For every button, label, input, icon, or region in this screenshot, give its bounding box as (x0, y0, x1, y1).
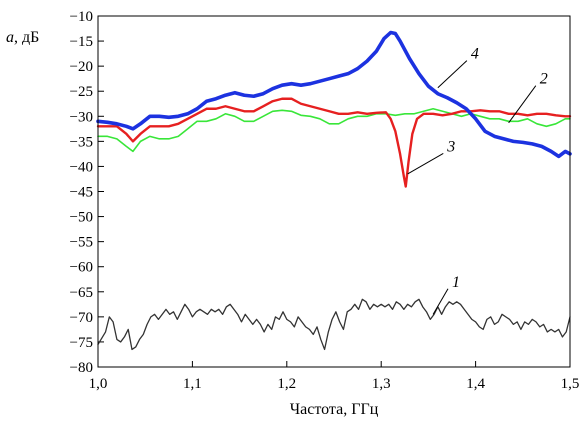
series-label-leader (437, 60, 468, 89)
y-tick-label: −50 (70, 210, 93, 226)
y-axis-title-var: a (6, 29, 14, 46)
y-tick-label: −55 (70, 235, 93, 251)
y-tick-label: −75 (70, 335, 93, 351)
x-tick-label: 1,4 (466, 376, 485, 392)
x-tick-label: 1,5 (561, 376, 580, 392)
series-layer (96, 30, 572, 351)
x-tick-label: 1,0 (89, 376, 108, 392)
y-tick-label: −45 (70, 185, 93, 201)
y-tick-label: −35 (70, 134, 93, 150)
y-tick-label: −60 (70, 260, 93, 276)
y-tick-label: −65 (70, 285, 93, 301)
x-tick-label: 1,3 (372, 376, 391, 392)
series-label: 4 (471, 46, 479, 63)
x-axis-title: Частота, ГГц (290, 401, 379, 418)
y-tick-label: −10 (70, 9, 93, 25)
series-line-3 (96, 97, 572, 188)
y-axis: −10 −15 −20 −25 −30 −35 −40 −45 −50 −55 −60 −65 −70 −… (70, 9, 104, 376)
series-label: 2 (540, 71, 548, 88)
series-label: 3 (446, 138, 455, 155)
series-label: 1 (452, 274, 460, 291)
y-tick-label: −40 (70, 159, 93, 175)
y-tick-label: −30 (70, 109, 93, 125)
y-tick-label: −15 (70, 34, 93, 50)
y-tick-label: −80 (70, 360, 93, 376)
x-tick-label: 1,2 (277, 376, 296, 392)
x-axis: 1,0 1,1 1,2 1,3 1,4 1,5 (89, 361, 580, 392)
y-tick-label: −70 (70, 310, 93, 326)
y-axis-title: a, дБ (6, 29, 39, 46)
y-tick-label: −25 (70, 84, 93, 100)
series-line-2 (97, 107, 571, 153)
series-label-leader (508, 85, 537, 124)
series-line-4 (96, 30, 572, 159)
series-label-leader (432, 288, 449, 315)
series-label-leader (407, 152, 444, 175)
x-tick-label: 1,1 (183, 376, 202, 392)
series-line-1 (97, 298, 571, 351)
plot-frame (97, 15, 571, 368)
series-labels: 1 2 3 4 (407, 46, 548, 315)
y-axis-title-unit: , дБ (14, 29, 39, 46)
y-tick-label: −20 (70, 59, 93, 75)
